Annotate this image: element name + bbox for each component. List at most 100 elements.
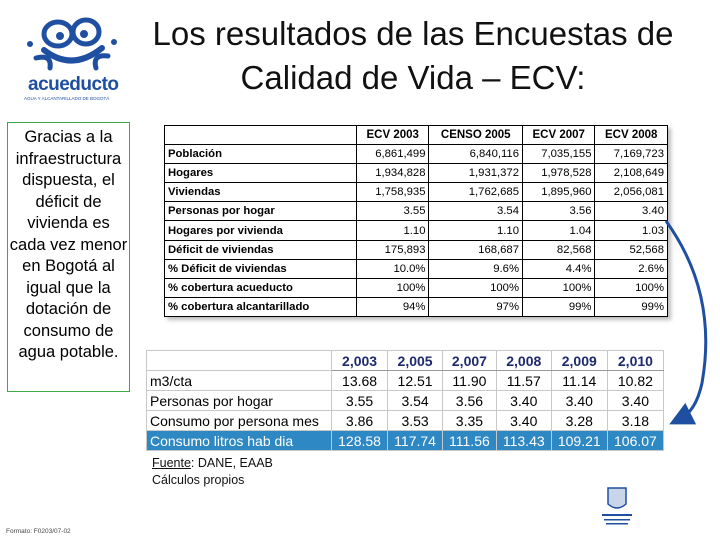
consumption-cell: 11.90 bbox=[442, 370, 497, 391]
ecv-row: Déficit de viviendas 175,893 168,687 82,568… bbox=[164, 239, 668, 260]
footer-format-code: Formato: F0203/07-02 bbox=[6, 528, 71, 535]
ecv-row-label: Hogares por vivienda bbox=[164, 220, 357, 241]
consumption-header-cell: 2,007 bbox=[442, 350, 497, 371]
consumption-cell: 3.40 bbox=[550, 390, 608, 411]
consumption-header-row: 2,003 2,005 2,007 2,008 2,009 2,010 bbox=[146, 350, 665, 371]
consumption-cell: 3.53 bbox=[387, 410, 444, 431]
consumption-cell: 3.40 bbox=[606, 390, 665, 411]
consumption-header-blank bbox=[146, 350, 332, 371]
ecv-table: ECV 2003 CENSO 2005 ECV 2007 ECV 2008 Po… bbox=[164, 124, 668, 317]
logo-brand: acueducto bbox=[28, 74, 119, 95]
ecv-row-label: Personas por hogar bbox=[164, 201, 357, 222]
consumption-cell: 106.07 bbox=[606, 430, 665, 451]
ecv-header-cell: CENSO 2005 bbox=[428, 124, 523, 146]
consumption-row-label: Personas por hogar bbox=[146, 390, 332, 411]
consumption-header-cell: 2,009 bbox=[550, 350, 608, 371]
consumption-row: Consumo por persona mes 3.86 3.53 3.35 3.40 3… bbox=[146, 410, 665, 431]
ecv-row-label: % cobertura alcantarillado bbox=[164, 296, 357, 317]
ecv-cell: 1.10 bbox=[355, 220, 430, 241]
ecv-cell: 3.54 bbox=[428, 201, 523, 222]
consumption-cell: 13.68 bbox=[330, 370, 389, 391]
curved-arrow-icon bbox=[664, 220, 708, 425]
ecv-row: Hogares 1,934,828 1,931,372 1,978,528 2,108,… bbox=[164, 163, 668, 184]
consumption-cell: 3.28 bbox=[550, 410, 608, 431]
consumption-cell: 11.14 bbox=[550, 370, 608, 391]
consumption-cell: 3.18 bbox=[606, 410, 665, 431]
ecv-row: Personas por hogar 3.55 3.54 3.56 3.40 bbox=[164, 201, 668, 222]
consumption-cell: 3.40 bbox=[495, 390, 552, 411]
consumption-cell: 3.86 bbox=[330, 410, 389, 431]
ecv-cell: 1.10 bbox=[428, 220, 523, 241]
consumption-cell: 3.40 bbox=[495, 410, 552, 431]
ecv-row: % cobertura acueducto 100% 100% 100% 100% bbox=[164, 277, 668, 298]
ecv-header-row: ECV 2003 CENSO 2005 ECV 2007 ECV 2008 bbox=[164, 124, 668, 146]
title-line-2: Calidad de Vida – ECV: bbox=[240, 59, 586, 96]
ecv-cell: 1,931,372 bbox=[428, 163, 523, 184]
summary-note: Gracias a la infraestructura dispuesta, … bbox=[7, 122, 130, 392]
ecv-cell: 97% bbox=[428, 296, 523, 317]
ecv-cell: 175,893 bbox=[355, 239, 430, 260]
bogota-crest-icon bbox=[596, 482, 638, 528]
ecv-cell: 10.0% bbox=[355, 258, 430, 279]
consumption-row: Consumo litros hab dia 128.58 117.74 111.56… bbox=[146, 430, 665, 451]
ecv-cell: 1,762,685 bbox=[428, 182, 523, 203]
consumption-cell: 3.56 bbox=[442, 390, 497, 411]
ecv-cell: 3.56 bbox=[521, 201, 596, 222]
ecv-header-cell: ECV 2008 bbox=[594, 124, 668, 146]
slide-title: Los resultados de las Encuestas de Calid… bbox=[118, 12, 708, 100]
ecv-cell: 99% bbox=[594, 296, 668, 317]
ecv-cell: 7,169,723 bbox=[594, 144, 668, 165]
ecv-row: Población 6,861,499 6,840,116 7,035,155 7,16… bbox=[164, 144, 668, 165]
consumption-cell: 111.56 bbox=[442, 430, 497, 451]
ecv-cell: 99% bbox=[521, 296, 596, 317]
consumption-header-cell: 2,005 bbox=[387, 350, 444, 371]
ecv-cell: 2,056,081 bbox=[594, 182, 668, 203]
consumption-row-label: Consumo por persona mes bbox=[146, 410, 332, 431]
consumption-cell: 117.74 bbox=[387, 430, 444, 451]
consumption-row-label: Consumo litros hab dia bbox=[146, 430, 332, 451]
consumption-cell: 11.57 bbox=[495, 370, 552, 391]
ecv-cell: 1,978,528 bbox=[521, 163, 596, 184]
ecv-cell: 3.40 bbox=[594, 201, 668, 222]
ecv-cell: 1,758,935 bbox=[355, 182, 430, 203]
consumption-row: m3/cta 13.68 12.51 11.90 11.57 11.14 10.82 bbox=[146, 370, 665, 391]
ecv-row-label: Déficit de viviendas bbox=[164, 239, 357, 260]
ecv-cell: 1.03 bbox=[594, 220, 668, 241]
ecv-cell: 100% bbox=[594, 277, 668, 298]
ecv-row: Hogares por vivienda 1.10 1.10 1.04 1.03 bbox=[164, 220, 668, 241]
ecv-cell: 2.6% bbox=[594, 258, 668, 279]
ecv-row-label: Población bbox=[164, 144, 357, 165]
ecv-cell: 9.6% bbox=[428, 258, 523, 279]
consumption-cell: 10.82 bbox=[606, 370, 665, 391]
source-label: Fuente bbox=[152, 456, 191, 470]
ecv-cell: 100% bbox=[355, 277, 430, 298]
ecv-row-label: % cobertura acueducto bbox=[164, 277, 357, 298]
ecv-row: Viviendas 1,758,935 1,762,685 1,895,960 2,05… bbox=[164, 182, 668, 203]
ecv-cell: 4.4% bbox=[521, 258, 596, 279]
consumption-cell: 128.58 bbox=[330, 430, 389, 451]
consumption-cell: 3.35 bbox=[442, 410, 497, 431]
ecv-row-label: Viviendas bbox=[164, 182, 357, 203]
ecv-cell: 168,687 bbox=[428, 239, 523, 260]
ecv-cell: 52,568 bbox=[594, 239, 668, 260]
ecv-cell: 1,895,960 bbox=[521, 182, 596, 203]
consumption-row: Personas por hogar 3.55 3.54 3.56 3.40 3.40 3.… bbox=[146, 390, 665, 411]
logo-tagline: AGUA Y ALCANTARILLADO DE BOGOTÁ bbox=[24, 96, 110, 101]
ecv-row: % Déficit de viviendas 10.0% 9.6% 4.4% 2.6% bbox=[164, 258, 668, 279]
consumption-cell: 12.51 bbox=[387, 370, 444, 391]
ecv-cell: 100% bbox=[428, 277, 523, 298]
consumption-cell: 109.21 bbox=[550, 430, 608, 451]
consumption-table: 2,003 2,005 2,007 2,008 2,009 2,010 m3/c… bbox=[146, 350, 665, 451]
ecv-cell: 3.55 bbox=[355, 201, 430, 222]
consumption-header-cell: 2,003 bbox=[330, 350, 389, 371]
ecv-header-blank bbox=[164, 124, 357, 146]
ecv-cell: 6,861,499 bbox=[355, 144, 430, 165]
ecv-cell: 6,840,116 bbox=[428, 144, 523, 165]
source-line2: Cálculos propios bbox=[152, 473, 245, 487]
ecv-row-label: Hogares bbox=[164, 163, 357, 184]
consumption-header-cell: 2,008 bbox=[495, 350, 552, 371]
ecv-header-cell: ECV 2007 bbox=[521, 124, 596, 146]
ecv-cell: 7,035,155 bbox=[521, 144, 596, 165]
ecv-cell: 100% bbox=[521, 277, 596, 298]
acueducto-logo: acueducto AGUA Y ALCANTARILLADO DE BOGOT… bbox=[22, 14, 122, 106]
